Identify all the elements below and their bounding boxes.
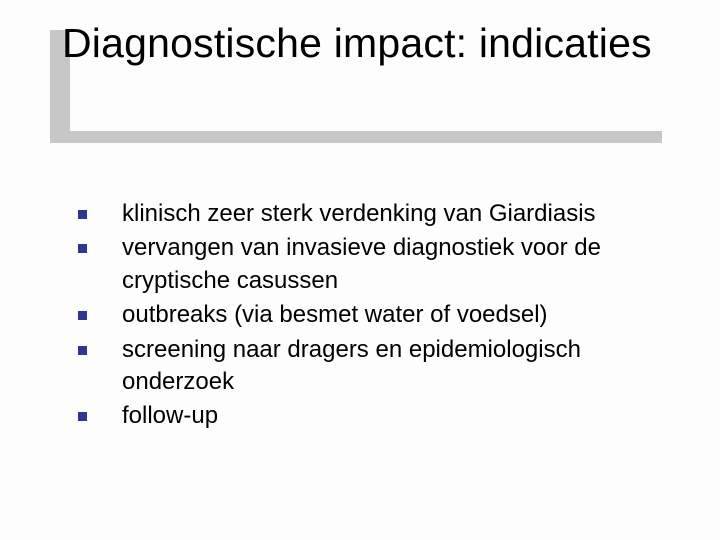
slide: Diagnostische impact: indicaties klinisc… bbox=[0, 0, 720, 540]
list-item: follow-up bbox=[72, 400, 662, 432]
bullet-square-icon bbox=[78, 346, 87, 355]
slide-title: Diagnostische impact: indicaties bbox=[62, 18, 662, 68]
bullet-square-icon bbox=[78, 412, 87, 421]
bullet-list: klinisch zeer sterk verdenking van Giard… bbox=[72, 198, 662, 433]
bullet-square-icon bbox=[78, 311, 87, 320]
title-shadow-horizontal bbox=[50, 131, 662, 143]
bullet-text: screening naar dragers en epidemiologisc… bbox=[122, 336, 581, 395]
bullet-text: vervangen van invasieve diagnostiek voor… bbox=[122, 234, 601, 293]
list-item: vervangen van invasieve diagnostiek voor… bbox=[72, 232, 662, 297]
bullet-square-icon bbox=[78, 244, 87, 253]
bullet-text: follow-up bbox=[122, 402, 218, 429]
list-item: screening naar dragers en epidemiologisc… bbox=[72, 334, 662, 399]
bullet-text: outbreaks (via besmet water of voedsel) bbox=[122, 301, 548, 328]
list-item: outbreaks (via besmet water of voedsel) bbox=[72, 299, 662, 331]
bullet-square-icon bbox=[78, 210, 87, 219]
body-block: klinisch zeer sterk verdenking van Giard… bbox=[72, 198, 662, 435]
list-item: klinisch zeer sterk verdenking van Giard… bbox=[72, 198, 662, 230]
bullet-text: klinisch zeer sterk verdenking van Giard… bbox=[122, 200, 596, 227]
title-block: Diagnostische impact: indicaties bbox=[62, 18, 662, 143]
